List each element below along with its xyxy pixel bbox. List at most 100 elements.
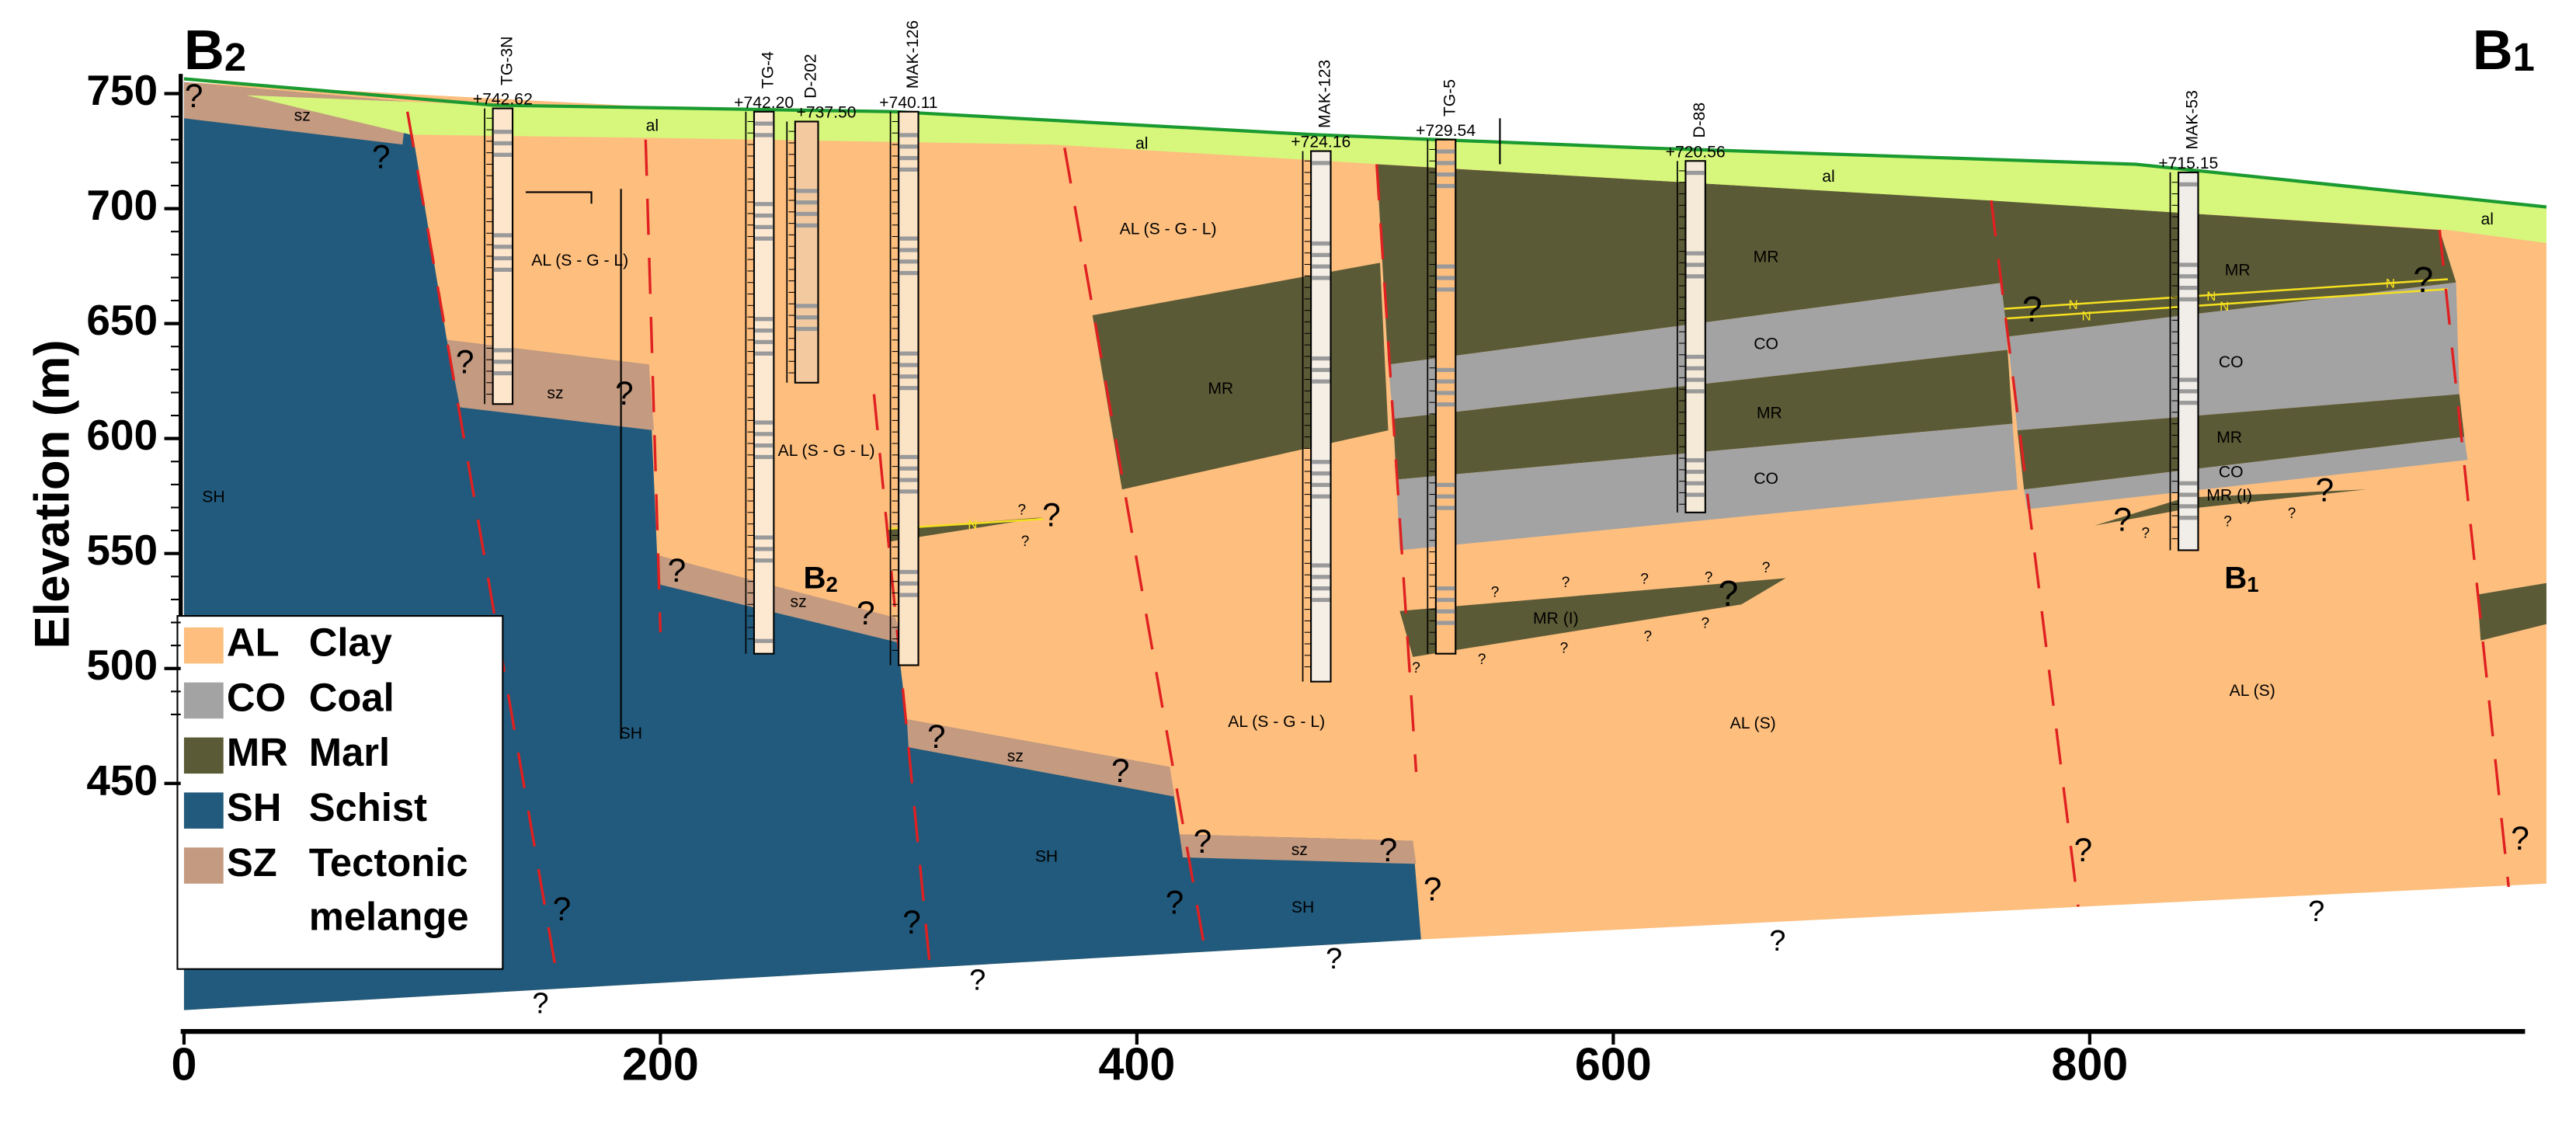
borehole-layer: [795, 304, 818, 308]
borehole-layer: [755, 317, 773, 322]
legend-code: SZ: [227, 840, 277, 885]
legend-name: Coal: [309, 675, 395, 719]
borehole-layer: [1686, 274, 1705, 279]
uncertainty-mark: ?: [1326, 943, 1342, 975]
borehole-layer: [493, 256, 512, 261]
borehole-layer: [1686, 170, 1705, 176]
borehole-layer: [493, 130, 512, 134]
n-marker: N: [2081, 309, 2091, 324]
borehole-layer: [493, 370, 512, 376]
unit-label: AL (S - G - L): [531, 252, 628, 269]
uncertainty-mark: ?: [1762, 560, 1771, 576]
x-tick-label: 400: [1098, 1038, 1175, 1090]
borehole-layer: [795, 200, 818, 205]
uncertainty-mark: ?: [2223, 514, 2232, 530]
x-tick-label: 800: [2051, 1038, 2128, 1090]
uncertainty-mark: ?: [1702, 616, 1710, 632]
borehole-layer: [795, 326, 818, 332]
y-tick-label: 450: [86, 756, 158, 804]
y-tick-label: 750: [86, 66, 158, 114]
borehole-layer: [755, 432, 773, 436]
borehole-layer: [755, 351, 773, 356]
borehole-layer: [899, 155, 918, 161]
borehole-layer: [795, 315, 818, 320]
uncertainty-mark: ?: [2288, 506, 2296, 522]
uncertainty-mark: ?: [2308, 895, 2324, 928]
unit-label: AL (S): [2230, 682, 2275, 700]
ground-surface: [183, 77, 2547, 209]
borehole-layer: [1436, 621, 1455, 625]
x-tick-label: 0: [171, 1038, 196, 1090]
borehole-layer: [1312, 356, 1330, 361]
borehole-layer: [493, 152, 512, 157]
marl-lens: [1399, 578, 1786, 657]
borehole-layer: [1436, 391, 1455, 395]
unit-label: AL (S - G - L): [1120, 221, 1217, 238]
unit-label: al: [2481, 210, 2494, 228]
section-end: B1: [2473, 19, 2535, 82]
uncertainty-mark: ?: [2511, 820, 2529, 857]
legend-code: MR: [227, 730, 288, 774]
borehole-layer: [1312, 241, 1330, 246]
legend-name: melange: [309, 895, 469, 939]
fault-trace: [2004, 287, 2449, 320]
unit-label: CO: [1754, 470, 1778, 488]
borehole-layer: [1686, 481, 1705, 485]
unit-label: AL (S - G - L): [778, 442, 875, 460]
fault: [405, 111, 560, 986]
uncertainty-mark: ?: [1412, 660, 1420, 676]
borehole-layer: [755, 121, 773, 126]
borehole-layer: [2179, 274, 2198, 279]
borehole-layer: [2179, 297, 2198, 302]
borehole-name: MAK-123: [1316, 60, 1334, 128]
borehole-layer: [1686, 469, 1705, 475]
fault-trace: [2004, 278, 2449, 310]
uncertainty-mark: ?: [857, 595, 875, 631]
borehole-layer: [2179, 492, 2198, 497]
borehole-layer: [899, 270, 918, 276]
borehole-layer: [1436, 494, 1455, 499]
unit-label: sz: [791, 593, 807, 611]
borehole-layer: [899, 144, 918, 149]
uncertainty-mark: ?: [2113, 502, 2132, 538]
subscript: 1: [2513, 36, 2535, 80]
borehole-layer: [2179, 377, 2198, 382]
fault: [1990, 200, 2080, 907]
borehole-layer: [2179, 285, 2198, 290]
unit-label: sz: [1291, 841, 1308, 859]
uncertainty-mark: ?: [927, 718, 946, 755]
unit-label: SH: [202, 488, 224, 506]
borehole-layer: [755, 224, 773, 230]
borehole-layer: [899, 593, 918, 597]
borehole-layer: [899, 236, 918, 241]
uncertainty-mark: ?: [2316, 472, 2334, 509]
borehole-layer: [2179, 263, 2198, 267]
unit-label: MR (I): [1533, 610, 1579, 628]
borehole-column: [1310, 150, 1332, 683]
borehole-layer: [1686, 458, 1705, 463]
y-tick-label: 550: [86, 526, 158, 574]
borehole-layer: [795, 189, 818, 193]
coal-unit: [2008, 282, 2460, 431]
borehole-layer: [899, 259, 918, 264]
uncertainty-mark: ?: [532, 987, 548, 1020]
borehole-layer: [899, 363, 918, 367]
borehole-layer: [2179, 182, 2198, 187]
borehole-layer: [755, 213, 773, 218]
borehole-layer: [1436, 287, 1455, 292]
uncertainty-mark: ?: [615, 375, 634, 412]
borehole-elevation: +740.11: [879, 94, 937, 112]
borehole-layer: [493, 360, 512, 364]
legend-swatch: [183, 792, 224, 829]
borehole-layer: [899, 478, 918, 482]
borehole-column: [753, 110, 775, 655]
y-tick-label: 600: [86, 411, 158, 459]
borehole-layer: [1436, 183, 1455, 189]
annotations: Elevation (m) B2 B1 B2 B1 45050055060065…: [26, 19, 2535, 1090]
borehole-layer: [899, 133, 918, 137]
borehole-layer: [493, 141, 512, 146]
unit-label: AL (S - G - L): [1228, 713, 1325, 731]
subscript: 2: [224, 36, 246, 80]
section-marker: B2: [803, 560, 837, 596]
